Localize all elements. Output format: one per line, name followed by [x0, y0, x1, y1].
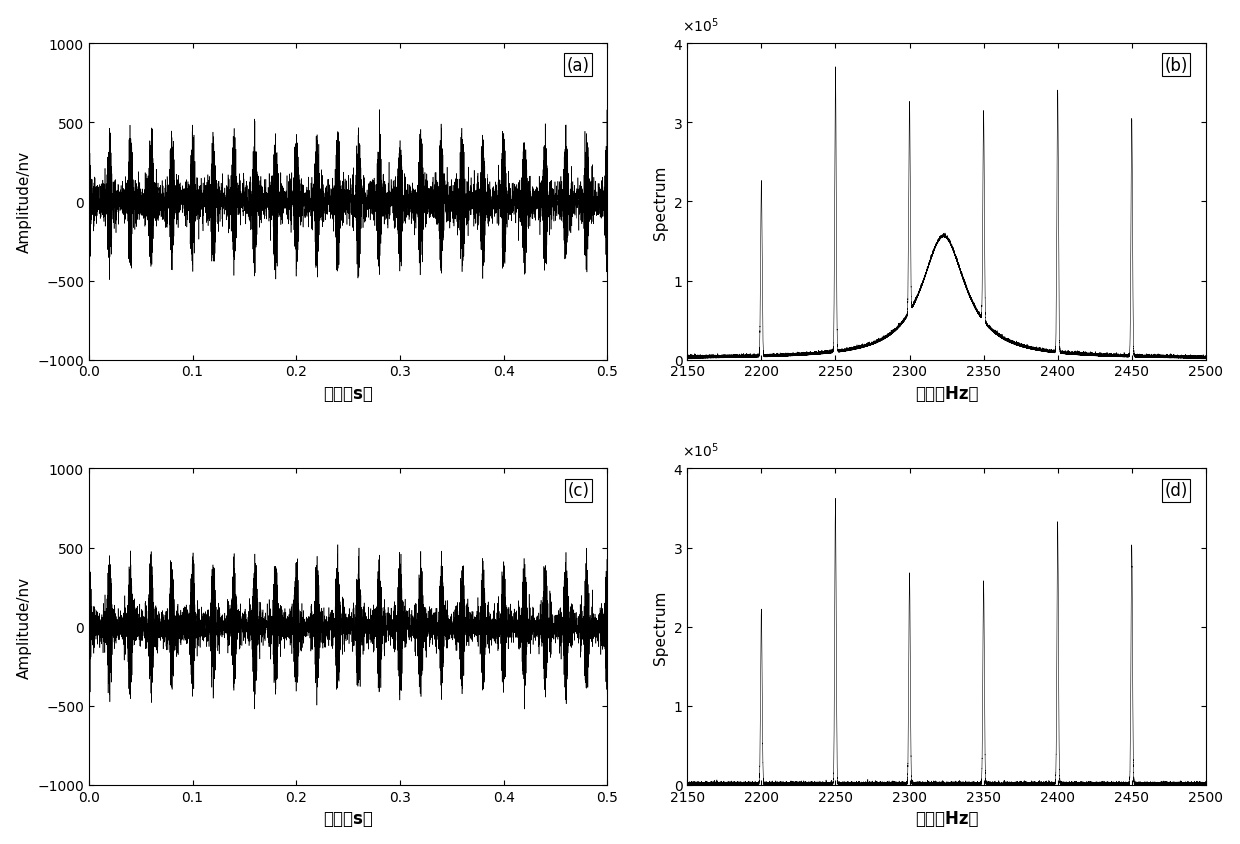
Text: (c): (c) [567, 482, 589, 500]
X-axis label: 频率（Hz）: 频率（Hz） [915, 809, 978, 827]
Text: (b): (b) [1164, 57, 1188, 75]
Text: $\times\mathregular{10}^5$: $\times\mathregular{10}^5$ [682, 16, 719, 35]
Y-axis label: Amplitude/nv: Amplitude/nv [16, 576, 32, 678]
X-axis label: 时间（s）: 时间（s） [324, 385, 373, 403]
Y-axis label: Spectrum: Spectrum [653, 590, 668, 664]
X-axis label: 频率（Hz）: 频率（Hz） [915, 385, 978, 403]
Y-axis label: Spectrum: Spectrum [653, 165, 668, 240]
X-axis label: 时间（s）: 时间（s） [324, 809, 373, 827]
Text: (d): (d) [1164, 482, 1188, 500]
Y-axis label: Amplitude/nv: Amplitude/nv [16, 151, 32, 253]
Text: (a): (a) [567, 57, 589, 75]
Text: $\times\mathregular{10}^5$: $\times\mathregular{10}^5$ [682, 441, 719, 459]
